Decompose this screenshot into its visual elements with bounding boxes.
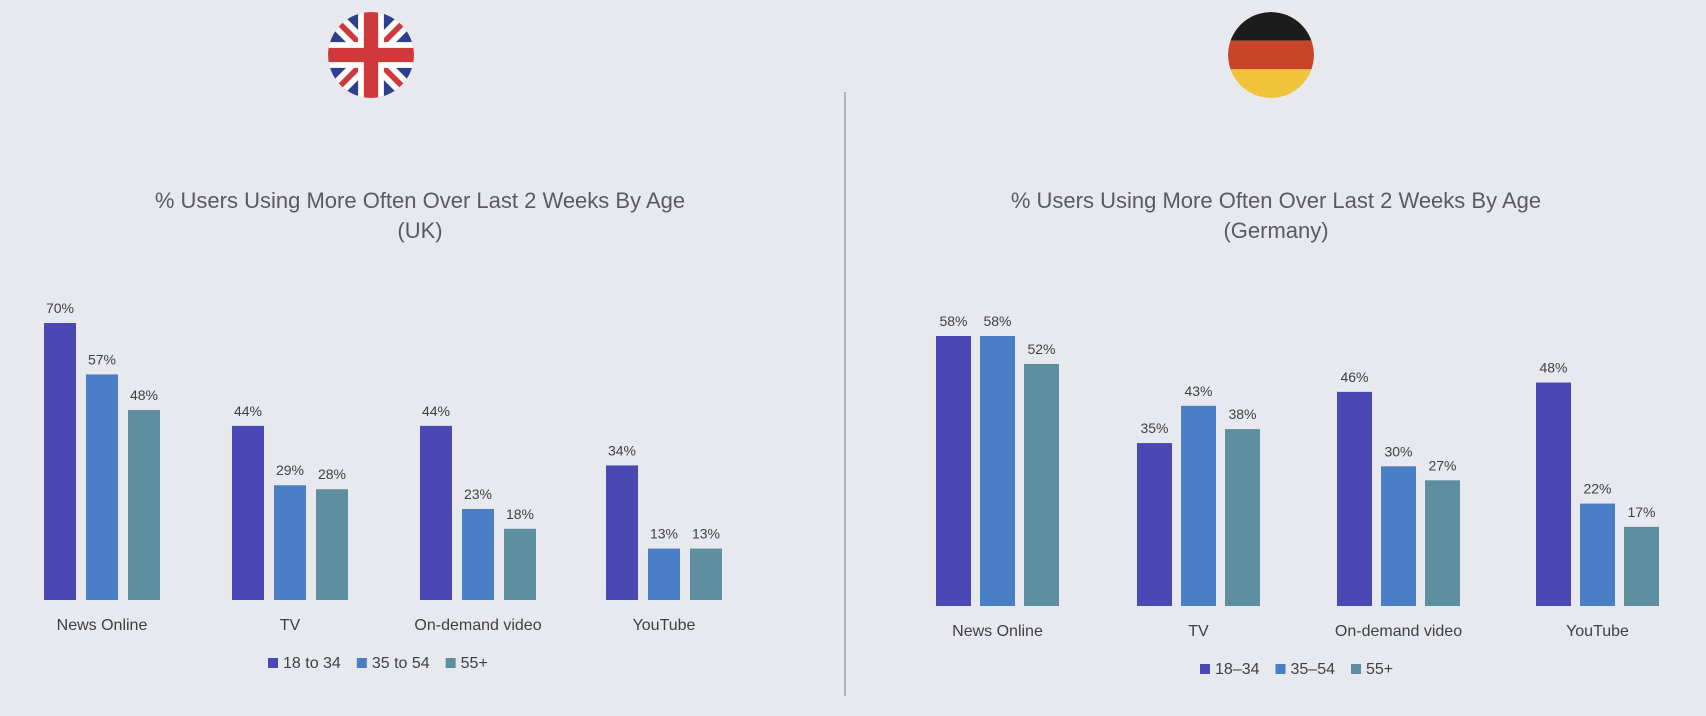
bar-news-online-series-3 <box>1024 363 1059 606</box>
bar-tv-series-1 <box>232 425 264 600</box>
category-label: YouTube <box>1566 623 1629 640</box>
bar-tv-series-2 <box>1181 405 1216 606</box>
bar-on-demand-video-series-3 <box>504 528 536 600</box>
bar-on-demand-video-series-2 <box>1381 466 1416 606</box>
legend-label: 18 to 34 <box>283 655 341 672</box>
bar-value-label: 34% <box>608 442 636 458</box>
uk-chart-title: % Users Using More Often Over Last 2 Wee… <box>0 186 840 246</box>
bar-value-label: 44% <box>422 403 450 419</box>
bar-value-label: 29% <box>276 462 304 478</box>
bar-youtube-series-3 <box>1624 526 1659 606</box>
bar-youtube-series-1 <box>606 465 638 600</box>
bar-on-demand-video-series-2 <box>462 508 494 600</box>
uk-bar-chart: 70% 57% 48% News Online 44% 29% 28% TV 44% 23% 18%… <box>44 300 722 672</box>
legend-label: 55+ <box>1366 661 1393 678</box>
germany-panel: % Users Using More Often Over Last 2 Wee… <box>846 0 1706 716</box>
germany-bar-chart: 58% 58% 52% News Online 35% 43% 38% TV 46% 30% 27%… <box>936 313 1659 678</box>
bar-value-label: 58% <box>939 313 967 329</box>
legend-label: 55+ <box>461 655 488 672</box>
bar-value-label: 38% <box>1228 406 1256 422</box>
bar-value-label: 43% <box>1184 383 1212 399</box>
bar-tv-series-3 <box>316 489 348 600</box>
bar-value-label: 28% <box>318 466 346 482</box>
bar-tv-series-3 <box>1225 429 1260 606</box>
bar-value-label: 35% <box>1140 420 1168 436</box>
category-label: On-demand video <box>414 617 541 634</box>
bar-on-demand-video-series-1 <box>1337 391 1372 606</box>
bar-value-label: 18% <box>506 506 534 522</box>
bar-value-label: 70% <box>46 300 74 316</box>
bar-value-label: 23% <box>464 486 492 502</box>
legend-label: 35 to 54 <box>372 655 430 672</box>
bar-value-label: 13% <box>650 526 678 542</box>
bar-youtube-series-1 <box>1536 382 1571 606</box>
uk-title-line: % Users Using More Often Over Last 2 Wee… <box>154 188 686 213</box>
bar-news-online-series-2 <box>980 336 1015 606</box>
bar-youtube-series-2 <box>648 548 680 600</box>
bar-tv-series-1 <box>1137 443 1172 606</box>
legend-swatch <box>445 658 456 668</box>
germany-title-line: % Users Using More Often Over Last 2 Wee… <box>1010 188 1542 213</box>
category-label: TV <box>1188 623 1209 640</box>
bar-news-online-series-2 <box>86 374 118 600</box>
category-label: News Online <box>952 623 1043 640</box>
legend-swatch <box>356 658 367 668</box>
bar-value-label: 22% <box>1583 481 1611 497</box>
bar-on-demand-video-series-3 <box>1425 480 1460 606</box>
bar-value-label: 30% <box>1384 443 1412 459</box>
category-label: News Online <box>57 617 148 634</box>
legend-swatch <box>1275 664 1286 674</box>
category-label: YouTube <box>633 617 696 634</box>
uk-subtitle-line: (UK) <box>397 218 443 243</box>
category-label: TV <box>280 617 301 634</box>
bar-on-demand-video-series-1 <box>420 425 452 600</box>
bar-news-online-series-1 <box>44 323 76 600</box>
legend-swatch <box>1351 664 1361 674</box>
legend-label: 35–54 <box>1291 661 1336 678</box>
panel-divider <box>844 92 846 696</box>
bar-tv-series-2 <box>274 485 306 600</box>
legend-swatch <box>268 658 278 668</box>
bar-value-label: 57% <box>88 351 116 367</box>
bar-value-label: 27% <box>1428 457 1456 473</box>
legend-label: 18–34 <box>1215 661 1260 678</box>
legend-swatch <box>1200 664 1210 674</box>
bar-value-label: 44% <box>234 403 262 419</box>
bar-news-online-series-3 <box>128 410 160 600</box>
bar-news-online-series-1 <box>936 336 971 606</box>
uk-panel: % Users Using More Often Over Last 2 Wee… <box>0 0 840 716</box>
category-label: On-demand video <box>1335 623 1462 640</box>
bar-value-label: 17% <box>1627 504 1655 520</box>
bar-value-label: 13% <box>692 526 720 542</box>
bar-value-label: 46% <box>1340 369 1368 385</box>
bar-youtube-series-2 <box>1580 503 1615 606</box>
uk-flag-icon <box>328 12 414 98</box>
bar-value-label: 58% <box>983 313 1011 329</box>
bar-value-label: 52% <box>1027 341 1055 357</box>
bar-value-label: 48% <box>1539 360 1567 376</box>
bar-value-label: 48% <box>130 387 158 403</box>
germany-subtitle-line: (Germany) <box>1223 218 1329 243</box>
germany-chart-title: % Users Using More Often Over Last 2 Wee… <box>846 186 1706 246</box>
bar-youtube-series-3 <box>690 548 722 600</box>
